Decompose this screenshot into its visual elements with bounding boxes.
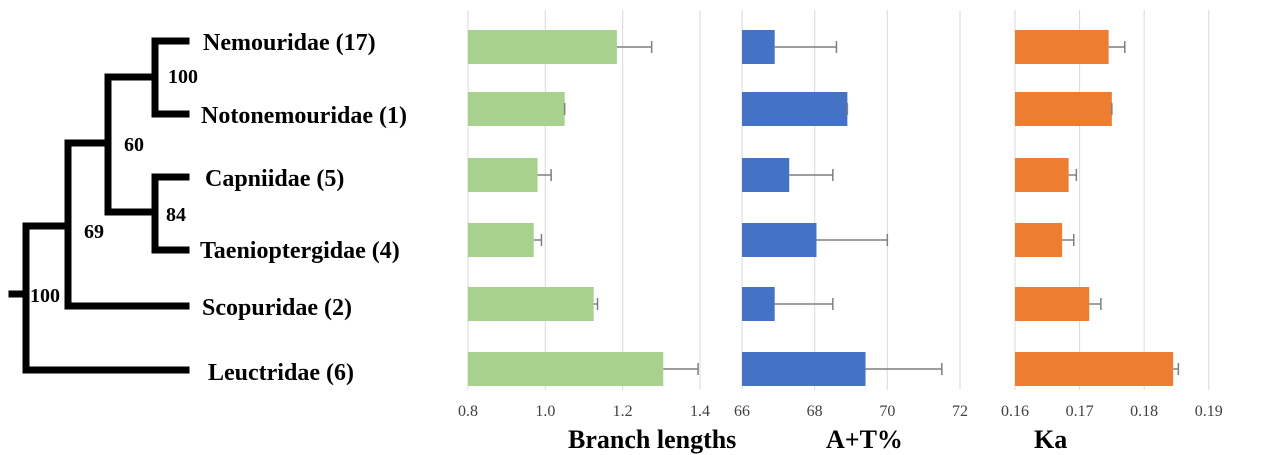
bar xyxy=(468,223,534,257)
axis-title: Branch lengths xyxy=(568,425,736,454)
tick-label: 68 xyxy=(807,403,823,420)
taxon-label: Scopuridae (2) xyxy=(202,295,352,321)
bar xyxy=(1015,352,1174,386)
taxon-label: Leuctridae (6) xyxy=(208,360,354,386)
bar xyxy=(742,30,775,64)
bar xyxy=(1015,158,1069,192)
tick-label: 1.0 xyxy=(535,403,555,420)
bar xyxy=(742,92,848,126)
at-percent-panel: 66 68 70 72 A+T% xyxy=(734,10,968,454)
bar xyxy=(1015,30,1109,64)
support-value: 69 xyxy=(84,221,104,243)
tick-label: 0.16 xyxy=(1001,403,1029,420)
taxon-label: Capniidae (5) xyxy=(205,166,344,192)
taxon-label: Notonemouridae (1) xyxy=(201,103,407,129)
tick-label: 0.8 xyxy=(458,403,478,420)
taxon-label: Nemouridae (17) xyxy=(203,30,376,56)
support-value: 84 xyxy=(166,204,186,226)
tick-label: 1.2 xyxy=(613,403,633,420)
support-value: 100 xyxy=(30,285,60,307)
bar xyxy=(468,92,565,126)
bar xyxy=(742,287,775,321)
bar xyxy=(1015,223,1063,257)
tick-label: 0.17 xyxy=(1066,403,1094,420)
axis-title: Ka xyxy=(1034,425,1067,454)
taxon-label: Taenioptergidae (4) xyxy=(200,238,400,264)
bar xyxy=(742,158,790,192)
tick-label: 66 xyxy=(734,403,750,420)
taxon-labels: Nemouridae (17) Notonemouridae (1) Capni… xyxy=(200,30,407,386)
bar xyxy=(1015,92,1112,126)
bar xyxy=(468,287,594,321)
tick-label: 0.19 xyxy=(1195,403,1223,420)
tick-label: 0.18 xyxy=(1130,403,1158,420)
bar xyxy=(742,223,817,257)
ka-panel: 0.16 0.17 0.18 0.19 Ka xyxy=(1001,10,1223,454)
bar xyxy=(468,352,664,386)
branch-lengths-panel: 0.8 1.0 1.2 1.4 Branch lengths xyxy=(458,10,736,454)
phylogenetic-tree xyxy=(8,37,190,374)
tick-label: 72 xyxy=(952,403,968,420)
bar xyxy=(468,30,617,64)
axis-title: A+T% xyxy=(826,425,903,454)
tick-label: 1.4 xyxy=(690,403,710,420)
bar xyxy=(1015,287,1090,321)
tick-label: 70 xyxy=(879,403,895,420)
support-value: 60 xyxy=(124,134,144,156)
bar xyxy=(742,352,866,386)
bar xyxy=(468,158,538,192)
support-value: 100 xyxy=(168,66,198,88)
